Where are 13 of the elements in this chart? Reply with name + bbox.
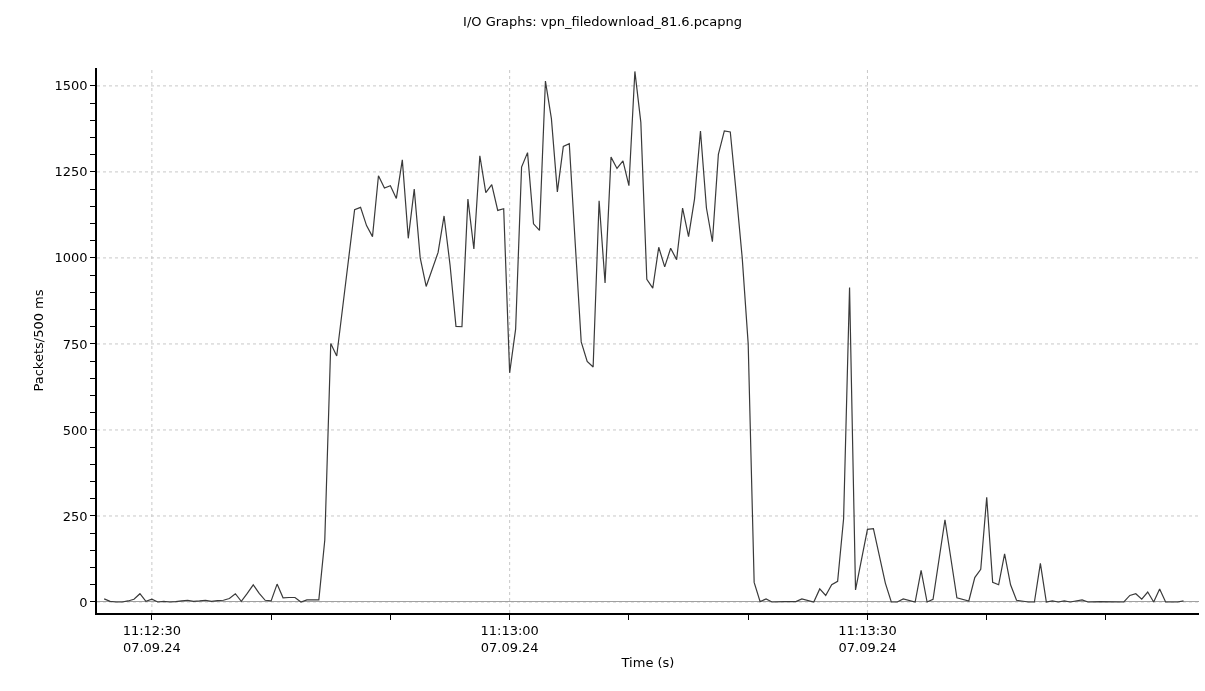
x-tick-label: 11:13:30 07.09.24 [838,623,897,656]
y-axis-title: Packets/500 ms [31,289,47,392]
x-axis-title: Time (s) [620,655,675,671]
y-tick-label: 250 [62,508,88,524]
y-tick-label: 1000 [54,250,88,266]
x-tick-label: 11:13:00 07.09.24 [480,623,539,656]
y-tick-label: 1500 [54,78,88,94]
y-tick-label: 500 [62,422,88,438]
chart-title: I/O Graphs: vpn_filedownload_81.6.pcapng [463,14,742,30]
y-tick-label: 0 [79,594,88,610]
y-tick-label: 1250 [54,164,88,180]
x-tick-label: 11:12:30 07.09.24 [122,623,182,656]
y-tick-label: 750 [62,336,88,352]
